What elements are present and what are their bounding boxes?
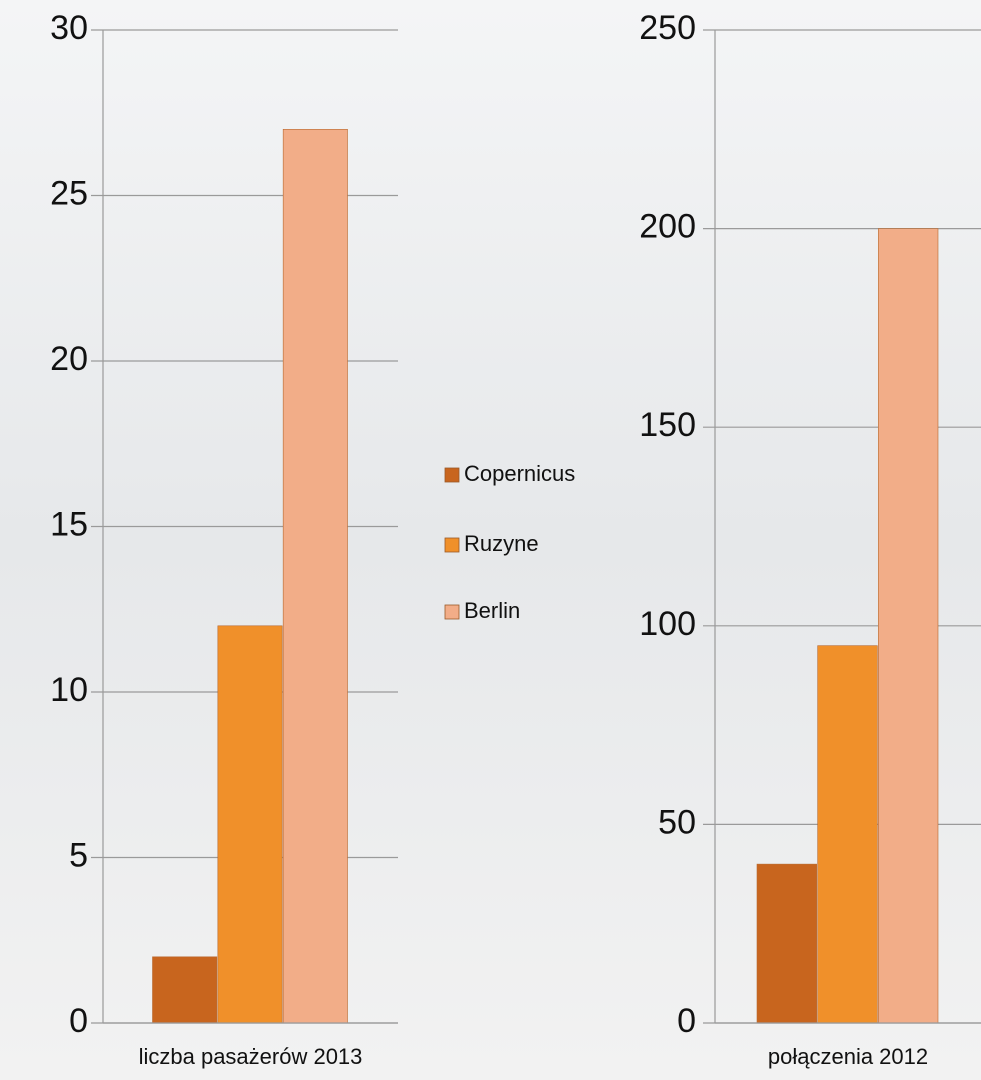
bar [217,625,283,1024]
y-tick-label: 0 [69,1002,88,1040]
legend-swatch [444,604,460,620]
legend-label: Berlin [464,598,520,623]
bar [756,863,817,1024]
legend-swatch [444,537,460,553]
legend-label: Ruzyne [464,531,539,556]
y-tick-label: 200 [639,208,696,246]
y-tick-label: 30 [50,9,88,47]
y-tick-label: 20 [50,340,88,378]
y-tick-label: 50 [658,803,696,841]
y-tick-label: 0 [677,1002,696,1040]
x-tick-label: połączenia 2012 [768,1044,928,1069]
x-tick-label: liczba pasażerów 2013 [139,1044,363,1069]
bar [152,956,218,1024]
bar [878,228,939,1024]
y-tick-label: 150 [639,406,696,444]
legend-label: Copernicus [464,461,575,486]
y-tick-label: 25 [50,174,88,212]
bar [817,645,878,1024]
y-tick-label: 250 [639,9,696,47]
y-tick-label: 15 [50,505,88,543]
legend-swatch [444,467,460,483]
y-tick-label: 10 [50,671,88,709]
bar [282,129,348,1024]
y-tick-label: 5 [69,836,88,874]
y-tick-label: 100 [639,605,696,643]
